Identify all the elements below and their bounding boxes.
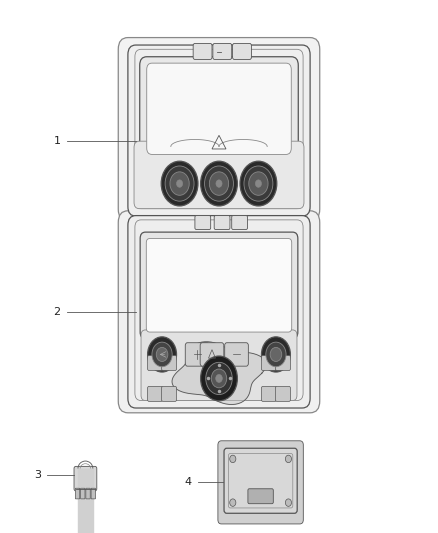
Circle shape (148, 337, 177, 372)
Circle shape (209, 172, 229, 195)
FancyBboxPatch shape (162, 386, 177, 401)
Circle shape (286, 455, 291, 463)
Circle shape (201, 161, 237, 206)
FancyBboxPatch shape (261, 356, 276, 370)
FancyBboxPatch shape (200, 343, 224, 366)
Circle shape (266, 342, 286, 367)
Text: 2: 2 (53, 307, 60, 317)
FancyBboxPatch shape (248, 489, 273, 504)
FancyBboxPatch shape (195, 215, 211, 229)
Circle shape (244, 166, 273, 201)
FancyBboxPatch shape (147, 63, 291, 155)
FancyBboxPatch shape (118, 211, 320, 413)
Circle shape (230, 455, 236, 463)
Circle shape (211, 369, 227, 388)
FancyBboxPatch shape (146, 239, 292, 332)
FancyBboxPatch shape (193, 44, 212, 60)
Text: 4: 4 (185, 478, 192, 487)
FancyBboxPatch shape (148, 386, 162, 401)
Circle shape (240, 161, 277, 206)
FancyBboxPatch shape (218, 441, 303, 524)
FancyBboxPatch shape (185, 343, 209, 366)
FancyBboxPatch shape (118, 37, 320, 221)
FancyBboxPatch shape (74, 466, 97, 491)
Circle shape (165, 166, 194, 201)
Circle shape (270, 348, 282, 361)
Circle shape (255, 180, 261, 187)
FancyBboxPatch shape (214, 215, 230, 229)
FancyBboxPatch shape (75, 488, 80, 499)
Circle shape (215, 374, 223, 383)
FancyBboxPatch shape (232, 215, 247, 229)
Text: 1: 1 (53, 136, 60, 146)
Circle shape (201, 356, 237, 401)
FancyBboxPatch shape (140, 56, 298, 162)
Circle shape (170, 172, 189, 195)
Polygon shape (172, 342, 266, 405)
Circle shape (206, 362, 232, 394)
Circle shape (205, 166, 233, 201)
Circle shape (286, 499, 291, 506)
FancyBboxPatch shape (91, 488, 95, 499)
FancyBboxPatch shape (128, 216, 310, 408)
Circle shape (249, 172, 268, 195)
Circle shape (161, 161, 198, 206)
Text: 3: 3 (34, 471, 41, 480)
Circle shape (216, 180, 222, 187)
FancyBboxPatch shape (162, 356, 177, 370)
FancyBboxPatch shape (140, 232, 298, 338)
FancyBboxPatch shape (213, 44, 232, 60)
FancyBboxPatch shape (233, 44, 251, 60)
FancyBboxPatch shape (225, 343, 248, 366)
Circle shape (156, 348, 168, 361)
Circle shape (261, 337, 290, 372)
Circle shape (230, 499, 236, 506)
FancyBboxPatch shape (276, 386, 290, 401)
FancyBboxPatch shape (81, 488, 85, 499)
Circle shape (177, 180, 183, 187)
Circle shape (152, 342, 172, 367)
FancyBboxPatch shape (148, 356, 162, 370)
FancyBboxPatch shape (224, 448, 297, 513)
FancyBboxPatch shape (261, 386, 276, 401)
FancyBboxPatch shape (128, 45, 310, 216)
FancyBboxPatch shape (86, 488, 90, 499)
FancyBboxPatch shape (276, 356, 290, 370)
FancyBboxPatch shape (134, 141, 304, 208)
FancyBboxPatch shape (141, 330, 297, 401)
